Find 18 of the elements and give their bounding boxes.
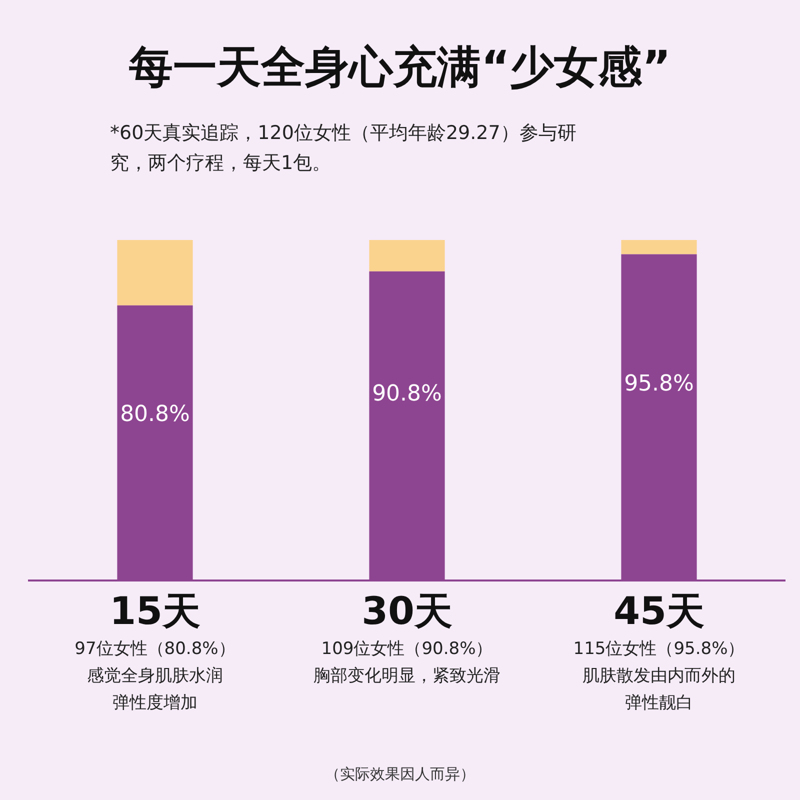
bar — [369, 240, 445, 272]
data-label: 90.8% — [372, 382, 442, 407]
text: 感觉全身肌肤水润弹性度增加 — [86, 665, 224, 715]
text: 115位女性（95.8%） — [572, 638, 746, 661]
text: 97位女性（80.8%） — [74, 638, 236, 661]
bar — [621, 240, 697, 254]
data-label: 80.8% — [120, 402, 190, 428]
text: 胸部变化明显，紧致光滑 — [312, 665, 502, 688]
text: 109位女性（90.8%） — [320, 638, 494, 661]
chart-title: 每一天全身心充满“少女感” — [128, 41, 672, 95]
data-label: 95.8% — [624, 371, 694, 396]
x-tick-label: 45天 — [614, 589, 704, 634]
text: （实际效果因人而异） — [324, 765, 476, 784]
chart-subtitle: *60天真实追踪，120位女性（平均年龄29.27）参与研究，两个疗程，每天1包。 — [110, 121, 578, 176]
x-tick-label: 30天 — [362, 589, 452, 634]
bar — [117, 240, 193, 306]
x-tick-label: 15天 — [110, 589, 200, 634]
text: 肌肤散发由内而外的弹性靓白 — [582, 665, 736, 715]
